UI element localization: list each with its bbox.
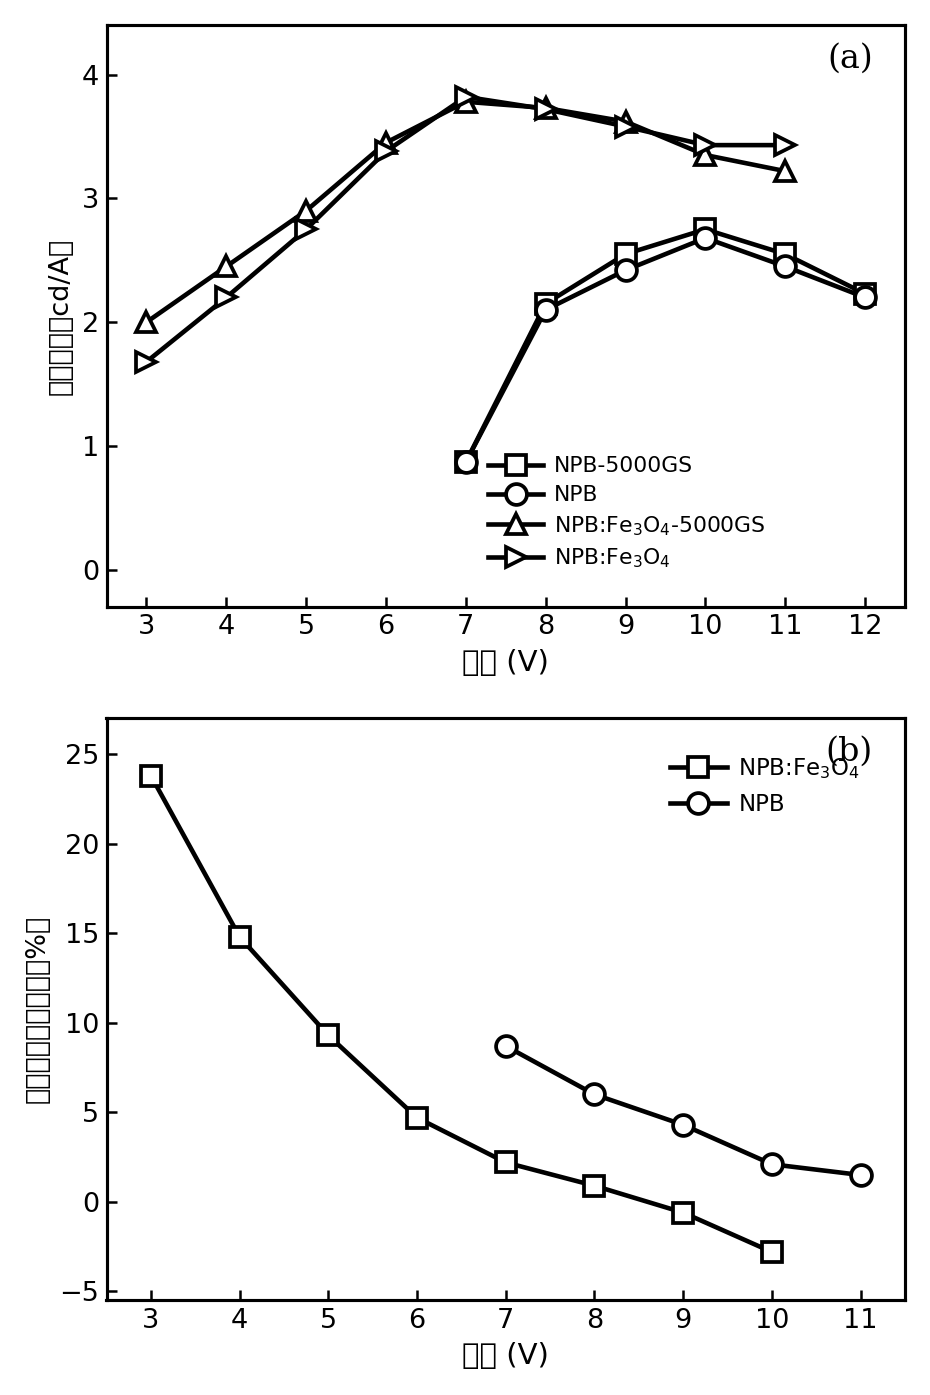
Y-axis label: 电流效率（cd/A）: 电流效率（cd/A） (47, 237, 73, 395)
Legend: NPB:Fe$_3$O$_4$, NPB: NPB:Fe$_3$O$_4$, NPB (660, 748, 870, 824)
Legend: NPB-5000GS, NPB, NPB:Fe$_3$O$_4$-5000GS, NPB:Fe$_3$O$_4$: NPB-5000GS, NPB, NPB:Fe$_3$O$_4$-5000GS,… (480, 448, 775, 579)
X-axis label: 电压 (V): 电压 (V) (462, 649, 550, 677)
X-axis label: 电压 (V): 电压 (V) (462, 1342, 550, 1370)
Text: (b): (b) (826, 735, 873, 767)
Text: (a): (a) (828, 42, 873, 74)
Y-axis label: 电流效率增长因子（%）: 电流效率增长因子（%） (25, 915, 51, 1103)
